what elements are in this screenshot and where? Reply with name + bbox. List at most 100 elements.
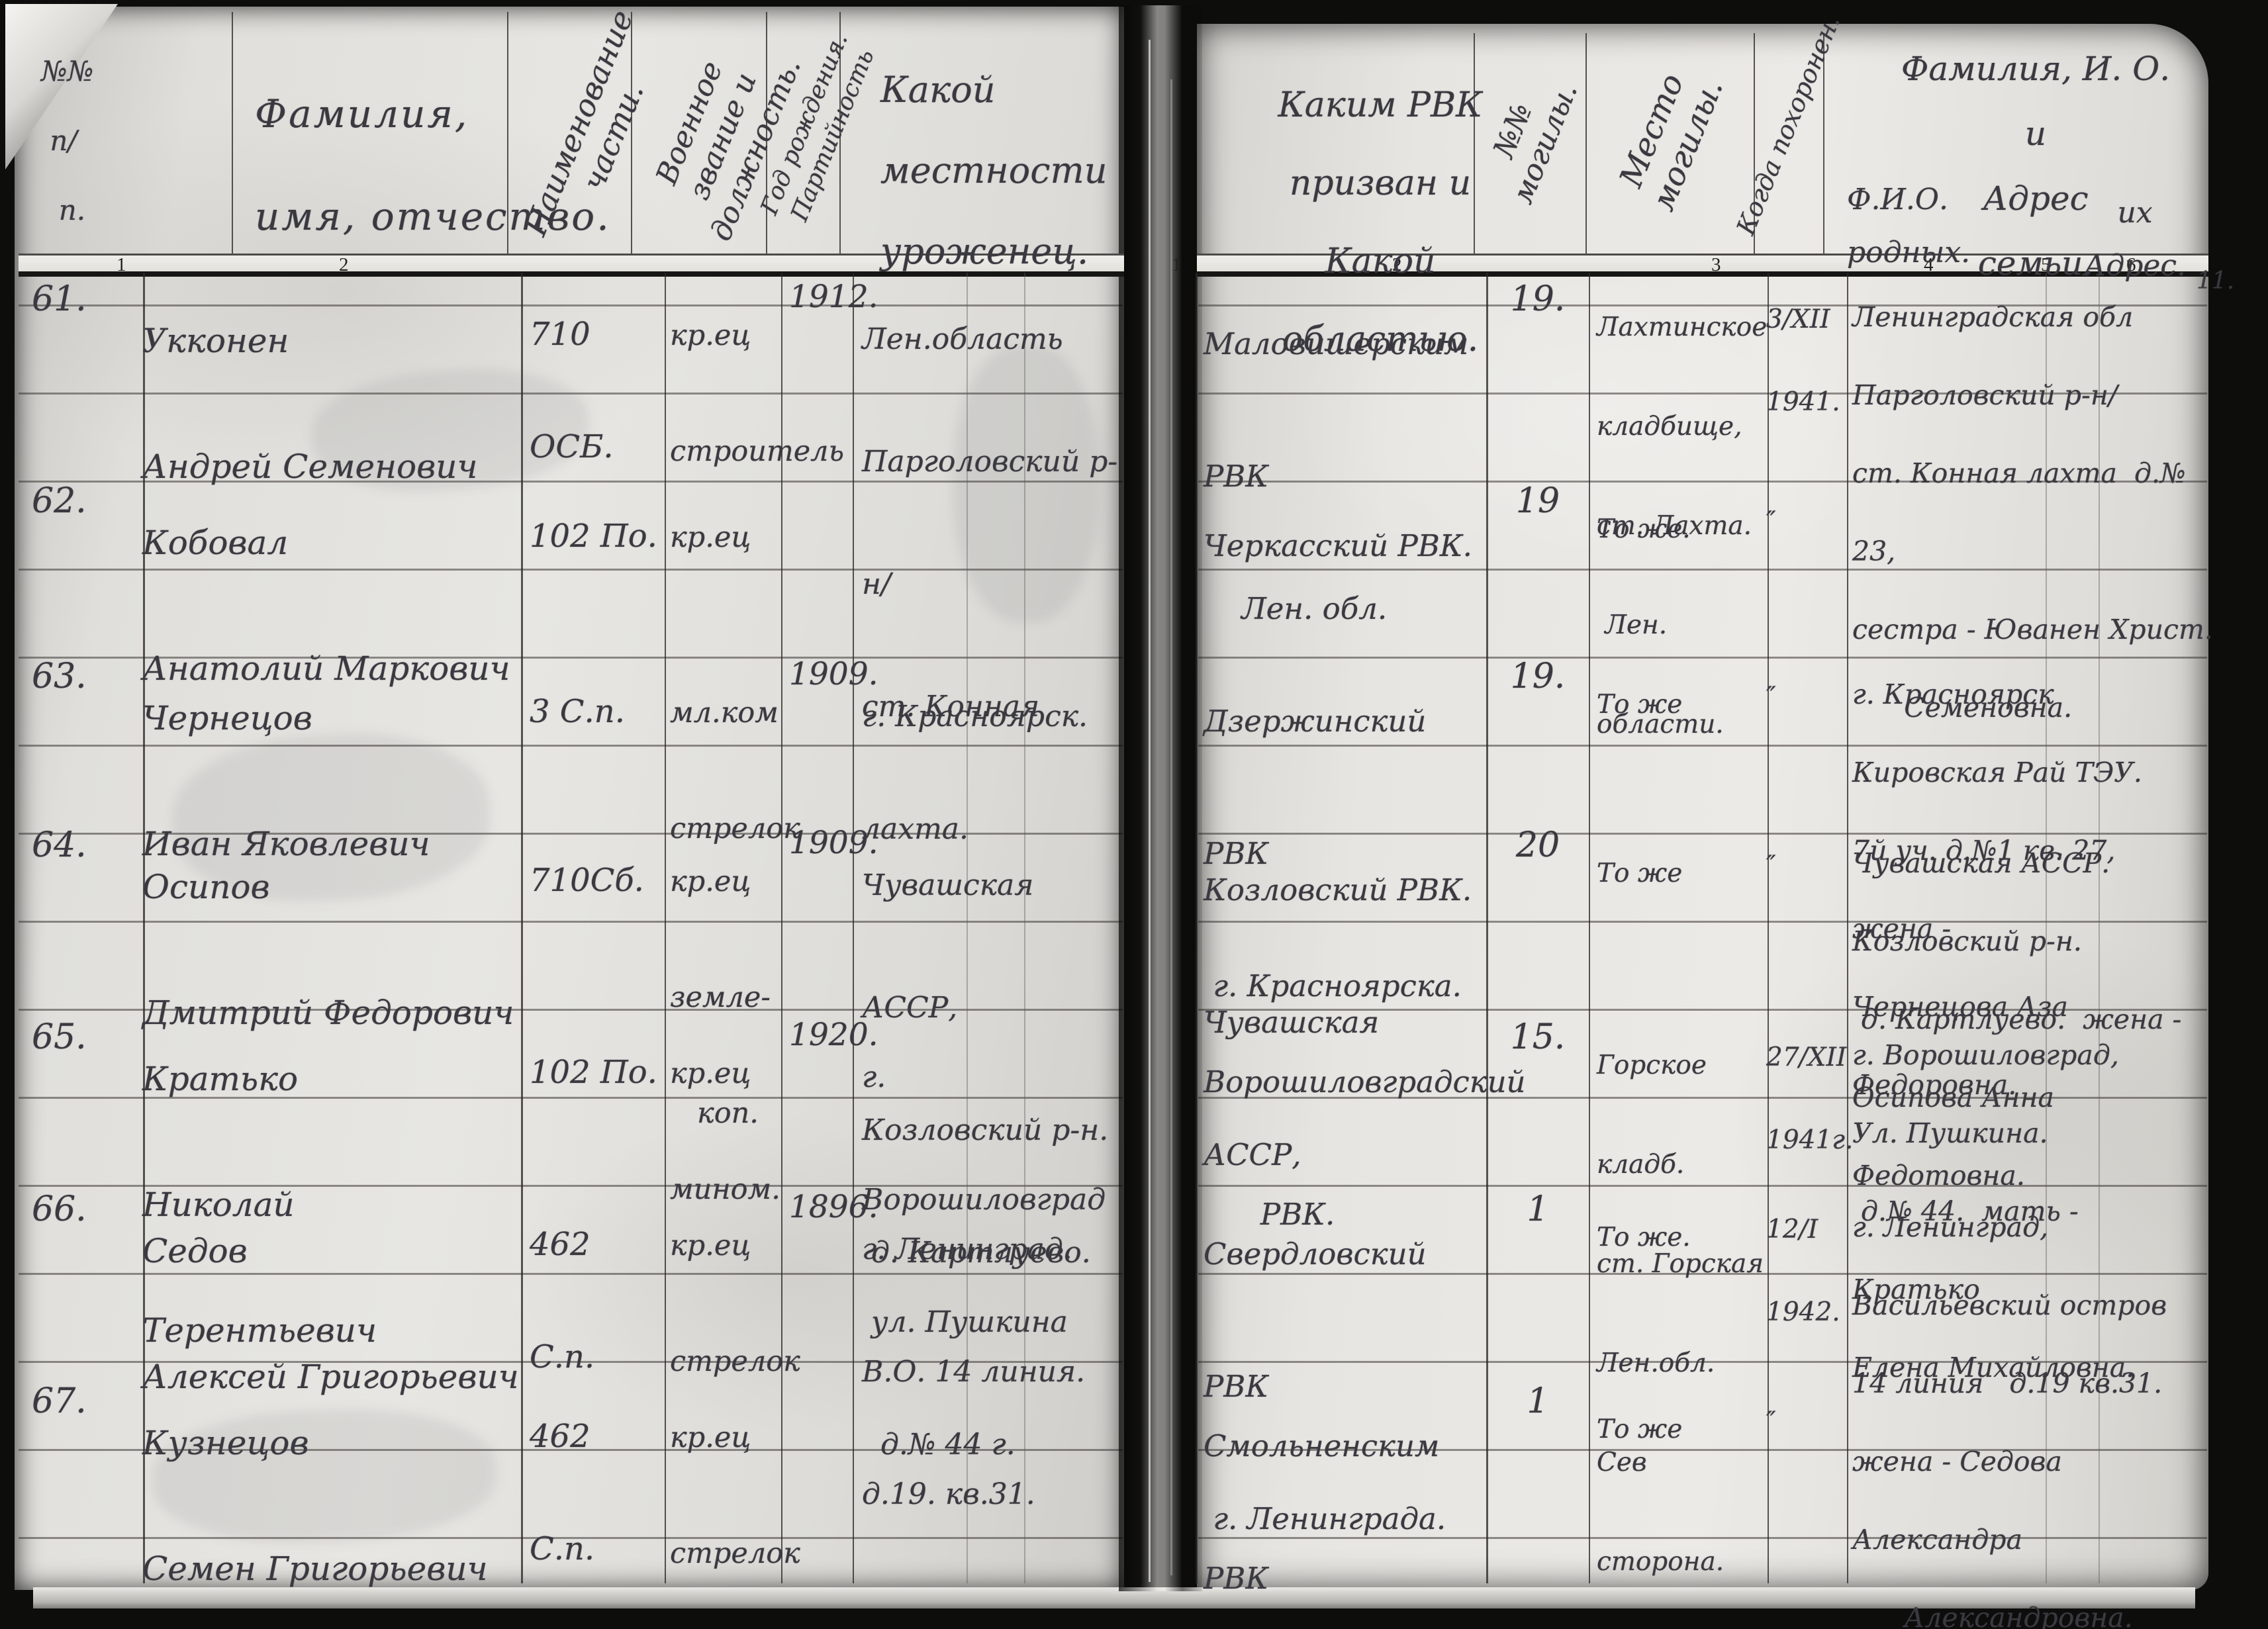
column-line	[1474, 33, 1475, 254]
column-line	[507, 12, 508, 254]
cell-birth-year: 1909.	[789, 656, 878, 692]
cell-unit: 3 С.п.	[530, 693, 625, 730]
col-header-family-fio: Ф.И.О. родных.	[1847, 183, 1971, 269]
cell-draft-rvk: Ворошиловградский РВК.	[1204, 1064, 1526, 1232]
column-line	[1024, 273, 1025, 1583]
column-line	[1196, 273, 1198, 1583]
column-line	[1847, 273, 1848, 1583]
cell-burial-date: ″	[1766, 506, 1776, 536]
ruler-number: 5	[2041, 254, 2051, 275]
ruler-number: 2	[1392, 254, 1402, 275]
cell-row-number: 67.	[32, 1381, 87, 1421]
cell-burial-date: ″	[1766, 851, 1776, 880]
ruler-number: 6	[2126, 254, 2136, 275]
printed-ruler-strip-left	[19, 254, 1124, 277]
column-line	[2099, 273, 2100, 1583]
cell-birthplace: Чувашская АССР, Козловский р-н. д. Картл…	[862, 868, 1109, 1270]
cell-row-number: 62.	[32, 481, 87, 521]
column-line	[232, 12, 233, 254]
gutter-page-edge	[1149, 40, 1151, 1582]
column-line	[631, 12, 632, 254]
cell-grave-place: То же	[1597, 690, 1683, 720]
column-line	[853, 273, 854, 1583]
cell-family-address: г. Ленинград, Васильевский остров 14 лин…	[1852, 1211, 2167, 1629]
col-header-draft-rvk: Каким РВК призван и Какой областью.	[1278, 85, 1483, 359]
column-line	[766, 12, 767, 254]
cell-draft-rvk: Козловский РВК. Чувашская АССР,	[1204, 872, 1472, 1172]
cell-unit: 710Сб.	[530, 862, 644, 899]
cell-grave-place: То же	[1597, 859, 1683, 888]
col-header-name: Фамилия, имя, отчество.	[255, 91, 611, 239]
cell-birth-year: 1912.	[789, 279, 878, 315]
cell-draft-rvk: Маловишерским РВК Лен. обл.	[1204, 326, 1469, 626]
cell-rank: кр.ец стрелок	[670, 1229, 800, 1378]
column-line	[967, 273, 968, 1583]
cell-row-number: 64.	[32, 825, 87, 865]
column-line	[665, 273, 666, 1583]
cell-family-address: Ленинградская обл Парголовский р-н/ ст. …	[1852, 301, 2213, 723]
cell-rank: кр.ец строитель	[670, 319, 844, 468]
cell-birthplace: г. Ворошиловград ул. Пушкина д.№ 44 г.	[862, 1060, 1106, 1462]
column-line	[839, 12, 841, 254]
cell-burial-date: 12/I 1942.	[1766, 1215, 1840, 1327]
cell-unit: 102 По.	[530, 518, 657, 555]
column-line	[1585, 33, 1587, 254]
cell-draft-rvk: Дзержинский РВК г. Красноярска.	[1204, 704, 1462, 1003]
col-header-row-number: №№ п/ п.	[41, 55, 94, 226]
cell-family-address: г. Ворошиловград, Ул. Пушкина. д.№ 44. м…	[1852, 1039, 2135, 1383]
col-header-family-address: их Адрес.	[2084, 196, 2187, 283]
cell-name: Кобовал Анатолий Маркович	[142, 524, 510, 688]
cell-rank: кр.ец	[670, 521, 751, 554]
printed-ruler-strip-right	[1197, 254, 2208, 277]
cell-birthplace: г. Красноярск.	[862, 700, 1088, 733]
col-header-birthplace: Какой местности уроженец.	[880, 69, 1108, 272]
ruler-number: 1	[1172, 254, 1182, 275]
cell-name: Кратько Николай Терентьевич	[142, 1060, 377, 1350]
column-line	[1823, 33, 1824, 254]
cell-rank: кр.ец земле- коп.	[670, 865, 771, 1130]
cell-unit: 462 С.п.	[530, 1226, 600, 1375]
cell-birthplace: г. Ленинград. В.О. 14 линия. д.19. кв.31…	[862, 1233, 1086, 1511]
ruler-number: 2	[339, 254, 349, 275]
cell-grave-place: То же.	[1597, 514, 1691, 544]
cell-birth-year: 1896.	[789, 1189, 878, 1225]
cell-name: Укконен Андрей Семенович	[142, 322, 478, 486]
column-line	[2046, 273, 2047, 1583]
col-header-family: Фамилия, И. О. и Адрес семьи.	[1901, 50, 2171, 283]
cell-grave-number: 19.	[1510, 657, 1566, 696]
cell-rank: кр.ец стрелок	[670, 1421, 800, 1570]
cell-rank: кр.ец мином.	[670, 1057, 780, 1206]
ruled-lines-left	[19, 275, 1123, 1584]
ruled-lines-right	[1198, 275, 2207, 1584]
cell-grave-number: 19	[1515, 481, 1560, 521]
ruler-number: 3	[1711, 254, 1721, 275]
cell-unit: 462 С.п.	[530, 1418, 595, 1567]
cell-name: Седов Алексей Григорьевич	[142, 1232, 519, 1396]
cell-rank: мл.ком стрелок	[670, 696, 800, 845]
cell-draft-rvk: Смольненским РВК г. Ленинграда.	[1204, 1428, 1440, 1596]
cell-grave-place: То же.	[1597, 1223, 1691, 1252]
cell-birth-year: 1909.	[789, 825, 878, 861]
book-gutter	[1119, 5, 1202, 1591]
cell-row-number: 61.	[32, 279, 87, 319]
cell-burial-date: ″	[1766, 682, 1776, 712]
column-line	[1768, 273, 1769, 1583]
cell-grave-number: 1	[1527, 1189, 1549, 1229]
cell-name: Осипов Дмитрий Федорович	[142, 868, 514, 1032]
page-number: 11.	[2197, 267, 2235, 295]
column-line	[1754, 33, 1755, 254]
cell-grave-number: 19.	[1510, 279, 1566, 319]
cell-family-address: Чувашская АССР. Козловский р-н. д. Картл…	[1852, 847, 2182, 1191]
cell-grave-number: 15.	[1510, 1017, 1566, 1057]
cell-grave-number: 20	[1515, 825, 1560, 865]
column-line	[521, 273, 523, 1583]
cell-burial-date: ″	[1766, 1407, 1776, 1436]
cell-unit: 710 ОСБ.	[530, 316, 614, 465]
cell-name: Чернецов Иван Яковлевич	[142, 699, 430, 863]
cell-unit: 102 По.	[530, 1054, 657, 1091]
ruler-number: 1	[117, 254, 126, 275]
cell-grave-number: 1	[1527, 1381, 1549, 1421]
cell-draft-rvk: Черкасский РВК.	[1204, 528, 1472, 563]
cell-birthplace: Лен.область Парголовский р-н/ ст. Конная…	[862, 322, 1118, 846]
